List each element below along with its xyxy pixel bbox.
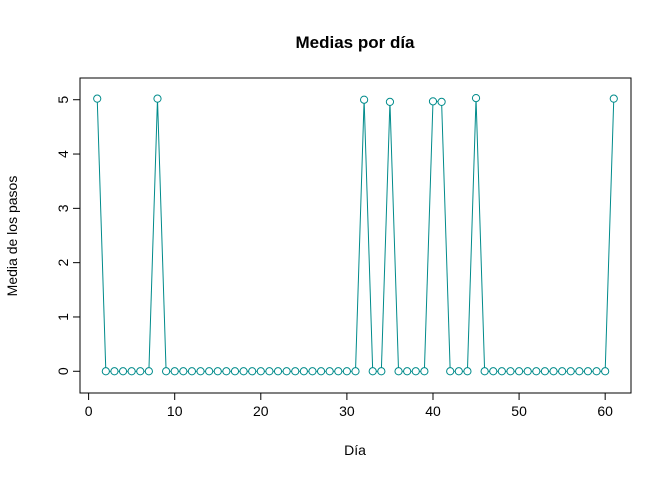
data-point (601, 367, 610, 376)
data-point (308, 367, 317, 376)
data-point (291, 367, 300, 376)
data-point (93, 94, 102, 103)
data-point (153, 94, 162, 103)
data-point (256, 367, 265, 376)
data-point (540, 367, 550, 376)
data-point (351, 367, 360, 376)
data-point (161, 367, 171, 376)
data-point (265, 367, 274, 376)
y-tick-label: 5 (55, 96, 71, 104)
series-segment (96, 102, 107, 368)
data-point (514, 367, 524, 376)
data-point (282, 367, 291, 376)
chart-title: Medias por día (295, 33, 415, 52)
data-point (110, 367, 119, 376)
data-point (523, 367, 532, 376)
x-axis-label: Día (344, 442, 366, 458)
series-segment (389, 105, 399, 368)
data-point (583, 367, 593, 376)
data-point (316, 367, 326, 376)
data-point (385, 97, 395, 106)
data-point (420, 367, 429, 376)
data-point (394, 367, 403, 376)
x-tick-label: 50 (511, 403, 527, 419)
series-segment (363, 103, 374, 368)
data-point (497, 367, 506, 376)
data-point (566, 367, 575, 376)
data-point (428, 97, 438, 106)
data-point (118, 367, 128, 376)
data-point (170, 367, 179, 376)
series-segment (604, 102, 615, 368)
y-axis: 0 1 2 3 4 5 (55, 96, 81, 375)
data-point (446, 367, 455, 376)
data-point (609, 94, 618, 103)
x-tick-label: 20 (253, 403, 269, 419)
x-axis: 0 10 20 30 40 50 60 (85, 392, 613, 419)
data-point (342, 367, 351, 376)
data-point (230, 367, 240, 376)
series-layer (93, 93, 618, 376)
series-segment (475, 101, 486, 368)
series-segment (441, 105, 451, 368)
y-tick-label: 4 (55, 150, 71, 158)
data-point (532, 367, 541, 376)
y-tick-label: 0 (55, 367, 71, 375)
data-point (368, 367, 377, 376)
x-tick-label: 10 (167, 403, 183, 419)
data-point (558, 367, 567, 376)
data-point (334, 367, 343, 376)
x-tick-label: 60 (597, 403, 613, 419)
data-point (179, 367, 188, 376)
data-point (403, 367, 412, 376)
data-point (239, 367, 248, 376)
data-point (273, 367, 283, 376)
data-point (248, 367, 257, 376)
data-point (187, 367, 197, 376)
data-point (592, 367, 601, 376)
data-point (506, 367, 515, 376)
data-point (360, 95, 369, 104)
series-segment (467, 101, 477, 368)
series-segment (380, 105, 391, 368)
data-point (101, 367, 110, 376)
data-point (127, 367, 136, 376)
data-point (454, 367, 463, 376)
x-tick-label: 0 (85, 403, 93, 419)
series-segment (423, 104, 434, 368)
data-point (136, 367, 145, 376)
plot-frame (79, 77, 632, 394)
data-point (489, 367, 498, 376)
series-segment (355, 103, 365, 368)
data-point (325, 367, 334, 376)
data-point (196, 367, 205, 376)
data-point (213, 367, 222, 376)
data-point (575, 367, 584, 376)
data-point (222, 367, 231, 376)
series-segment (148, 102, 158, 368)
series-segment (157, 102, 167, 368)
data-point (480, 367, 489, 376)
data-point (144, 367, 153, 376)
data-point (299, 367, 308, 376)
x-tick-label: 30 (339, 403, 355, 419)
data-point (463, 367, 472, 376)
y-tick-label: 3 (55, 204, 71, 212)
y-tick-label: 1 (55, 313, 71, 321)
data-point (411, 367, 420, 376)
data-point (471, 93, 481, 103)
x-tick-label: 40 (425, 403, 441, 419)
data-point (377, 367, 386, 376)
data-point (549, 367, 558, 376)
data-point (205, 367, 214, 376)
data-point (437, 97, 446, 106)
y-tick-label: 2 (55, 259, 71, 267)
y-axis-label: Media de los pasos (4, 176, 20, 297)
